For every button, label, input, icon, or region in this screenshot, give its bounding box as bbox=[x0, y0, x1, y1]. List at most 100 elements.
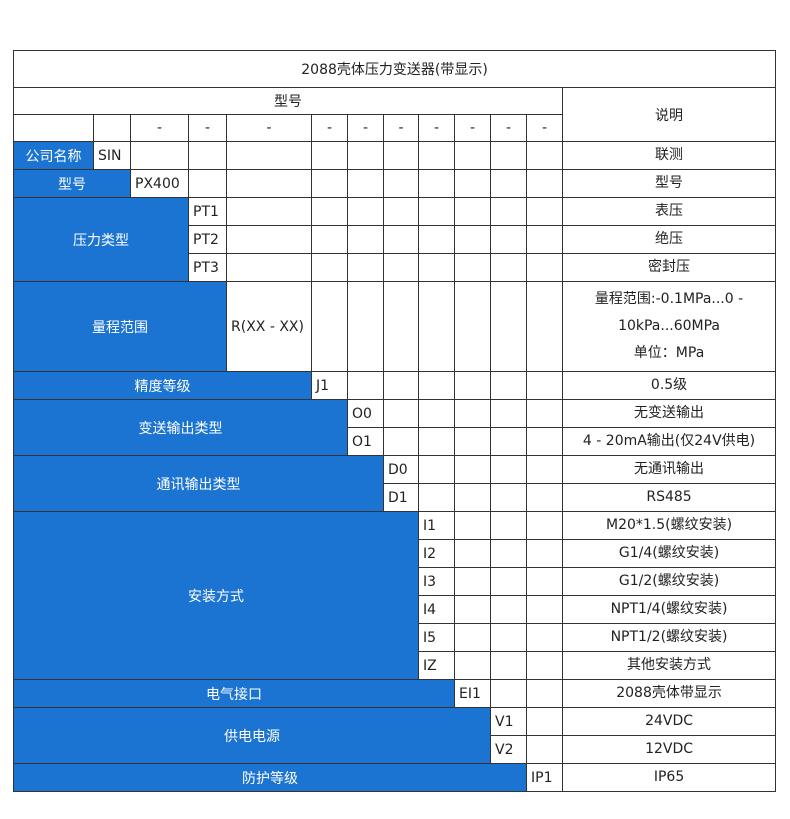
desc-cell: 其他安装方式 bbox=[561, 651, 777, 680]
section-label: 防护等级 bbox=[13, 763, 527, 792]
empty-cell bbox=[490, 511, 527, 540]
desc-cell: 量程范围:-0.1MPa...0 - 10kPa...60MPa 单位：MPa bbox=[561, 281, 777, 372]
desc-line: RS485 bbox=[646, 489, 692, 505]
code-cell: PT1 bbox=[188, 197, 227, 226]
code-cell: O1 bbox=[347, 427, 384, 456]
empty-cell bbox=[454, 623, 491, 652]
code-cell: IZ bbox=[418, 651, 455, 680]
desc-cell: 24VDC bbox=[561, 707, 777, 736]
code-cell: I1 bbox=[418, 511, 455, 540]
desc-line: 密封压 bbox=[648, 259, 691, 275]
table-row: PT3 密封压 bbox=[14, 253, 777, 282]
empty-cell bbox=[383, 281, 419, 372]
empty-cell bbox=[454, 539, 491, 568]
empty-cell bbox=[418, 455, 455, 484]
empty-cell bbox=[311, 141, 348, 170]
desc-line: 10kPa...60MPa bbox=[618, 318, 721, 334]
dash-cell: - bbox=[454, 114, 491, 142]
empty-cell bbox=[526, 511, 563, 540]
dash-cell: - bbox=[130, 114, 189, 142]
desc-line: 12VDC bbox=[645, 741, 694, 757]
empty-cell bbox=[526, 623, 563, 652]
desc-line: 其他安装方式 bbox=[627, 657, 712, 673]
empty-cell bbox=[311, 253, 348, 282]
desc-cell: NPT1/4(螺纹安装) bbox=[561, 595, 777, 624]
desc-line: NPT1/4(螺纹安装) bbox=[610, 601, 728, 617]
empty-cell bbox=[490, 455, 527, 484]
desc-cell: 绝压 bbox=[561, 225, 777, 254]
empty-cell bbox=[347, 169, 384, 198]
dash-cell: - bbox=[418, 114, 455, 142]
empty-cell bbox=[311, 225, 348, 254]
section-label: 型号 bbox=[13, 169, 131, 198]
empty-cell bbox=[347, 141, 384, 170]
empty-cell bbox=[526, 371, 563, 400]
code-cell: PX400 bbox=[130, 169, 189, 198]
empty-cell bbox=[347, 371, 384, 400]
desc-cell: 无变送输出 bbox=[561, 399, 777, 428]
dash-cell: - bbox=[526, 114, 563, 142]
desc-line: M20*1.5(螺纹安装) bbox=[605, 517, 733, 533]
desc-line: 0.5级 bbox=[650, 377, 688, 393]
table-row: 压力类型 PT1 表压 bbox=[13, 197, 777, 282]
dash-cell: - bbox=[383, 114, 419, 142]
section-label: 安装方式 bbox=[13, 511, 419, 680]
table-row: 电气接口 EI1 2088壳体带显示 bbox=[13, 679, 777, 708]
empty-cell bbox=[418, 399, 455, 428]
dash-cell: - bbox=[226, 114, 312, 142]
empty-cell bbox=[526, 253, 563, 282]
empty-cell bbox=[383, 197, 419, 226]
empty-cell bbox=[490, 623, 527, 652]
section-label: 通讯输出类型 bbox=[13, 455, 384, 512]
empty-cell bbox=[526, 679, 563, 708]
desc-cell: 12VDC bbox=[561, 735, 777, 764]
desc-cell: 2088壳体带显示 bbox=[561, 679, 777, 708]
empty-cell bbox=[347, 253, 384, 282]
empty-cell bbox=[418, 197, 455, 226]
empty-cell bbox=[454, 197, 491, 226]
table-row: IZ 其他安装方式 bbox=[14, 651, 777, 680]
code-cell: I5 bbox=[418, 623, 455, 652]
code-cell: O0 bbox=[347, 399, 384, 428]
empty-cell bbox=[526, 483, 563, 512]
table-row: 供电电源 V1 24VDC bbox=[13, 707, 777, 764]
empty-cell bbox=[130, 141, 189, 170]
table-row: I2 G1/4(螺纹安装) bbox=[14, 539, 777, 568]
desc-line: IP65 bbox=[653, 769, 685, 785]
empty-cell bbox=[526, 141, 563, 170]
empty-cell bbox=[418, 141, 455, 170]
empty-cell bbox=[347, 197, 384, 226]
empty-cell bbox=[490, 141, 527, 170]
empty-cell bbox=[526, 595, 563, 624]
desc-cell: 4 - 20mA输出(仅24V供电) bbox=[561, 427, 777, 456]
desc-line: NPT1/2(螺纹安装) bbox=[610, 629, 728, 645]
empty-cell bbox=[93, 114, 131, 142]
table-row: O1 4 - 20mA输出(仅24V供电) bbox=[14, 427, 777, 456]
table-row: PT2 绝压 bbox=[14, 225, 777, 254]
empty-cell bbox=[454, 281, 491, 372]
empty-cell bbox=[188, 141, 227, 170]
empty-cell bbox=[526, 707, 563, 736]
empty-cell bbox=[454, 511, 491, 540]
desc-line: 24VDC bbox=[645, 713, 694, 729]
empty-cell bbox=[454, 455, 491, 484]
table-row: 防护等级 IP1 IP65 bbox=[13, 763, 777, 792]
empty-cell bbox=[418, 225, 455, 254]
empty-cell bbox=[383, 253, 419, 282]
desc-line: G1/2(螺纹安装) bbox=[618, 573, 720, 589]
desc-cell: RS485 bbox=[561, 483, 777, 512]
empty-cell bbox=[347, 281, 384, 372]
empty-cell bbox=[454, 483, 491, 512]
empty-cell bbox=[526, 427, 563, 456]
empty-cell bbox=[526, 169, 563, 198]
empty-cell bbox=[526, 539, 563, 568]
empty-cell bbox=[490, 281, 527, 372]
empty-cell bbox=[311, 197, 348, 226]
empty-cell bbox=[454, 253, 491, 282]
table-title: 2088壳体压力变送器(带显示) bbox=[12, 50, 777, 88]
empty-cell bbox=[490, 427, 527, 456]
empty-cell bbox=[226, 253, 312, 282]
empty-cell bbox=[418, 169, 455, 198]
empty-cell bbox=[526, 651, 563, 680]
desc-line: 无变送输出 bbox=[634, 405, 705, 421]
